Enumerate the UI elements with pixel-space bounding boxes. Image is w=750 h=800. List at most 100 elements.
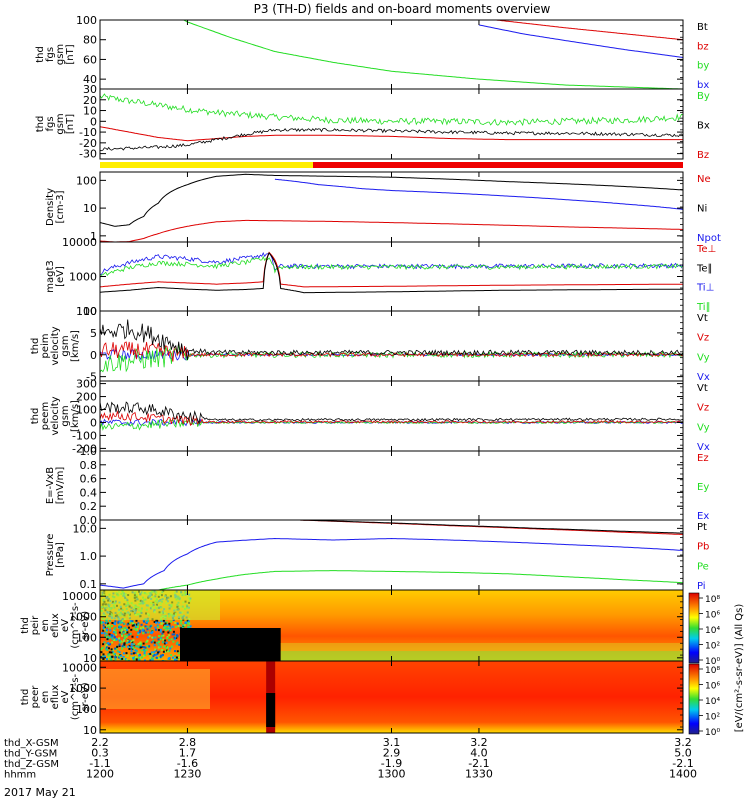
time-axis-value: 5.0 bbox=[674, 747, 692, 760]
peem-ylabel: [km/s] bbox=[70, 400, 81, 432]
fgs_gse-ytick-label: -30 bbox=[79, 148, 97, 161]
colorbar-bottom-tick: 10² bbox=[705, 713, 720, 723]
panel-peer: 10000 1000 100 10 thd peer en eflux eV (cm^2-s-sr… bbox=[20, 660, 684, 737]
colorbar-bottom-tick: 10⁰ bbox=[705, 728, 720, 738]
fgs_gse-legend-0: By bbox=[697, 91, 710, 102]
status-bar-red bbox=[313, 162, 683, 168]
fgs-ylabel: [nT] bbox=[65, 44, 76, 64]
panel-temp: 10000 1000 100 magt3 [eV] Te⊥ Te∥ Ti⊥ Ti∥ bbox=[45, 236, 716, 318]
density-legend-0: Ne bbox=[697, 174, 711, 185]
efield-ytick-label: 0.8 bbox=[80, 459, 98, 472]
colorbar-bottom-tick: 10⁶ bbox=[705, 682, 720, 692]
peir-ylabel: peir bbox=[30, 615, 41, 635]
peem-series-Vt bbox=[100, 401, 683, 425]
temp-ytick-label: 10000 bbox=[62, 236, 97, 249]
efield-ytick-label: 1.0 bbox=[80, 445, 98, 458]
fgs_gse-legend-2: Bz bbox=[697, 150, 709, 161]
peir-ylabel: sr-eV) bbox=[80, 611, 91, 640]
density-ytick-label: 100 bbox=[76, 174, 97, 187]
peer-ylabel: peer bbox=[30, 685, 41, 709]
time-axis-value: 2.9 bbox=[383, 747, 401, 760]
peir-ytick-label: 10000 bbox=[62, 590, 97, 603]
time-axis-row-label: hhmm bbox=[4, 770, 36, 781]
fgs-legend-0: Bt bbox=[697, 22, 708, 33]
efield-frame bbox=[99, 450, 684, 521]
efield-legend-1: Ey bbox=[697, 482, 709, 493]
pressure-series-Pi bbox=[100, 537, 683, 589]
time-axis-value: 1230 bbox=[173, 768, 201, 781]
peim-frame bbox=[99, 310, 684, 382]
time-axis-value: 2.8 bbox=[179, 736, 197, 749]
efield-ylabel: [mV/m] bbox=[55, 467, 66, 505]
density-ylabel: [cm-3] bbox=[55, 190, 66, 223]
status-bar bbox=[100, 162, 683, 168]
peem-ylabel: velocity bbox=[50, 396, 61, 435]
peem-frame bbox=[99, 380, 684, 452]
peer-ylabel: thd bbox=[20, 689, 31, 706]
fgs-ylabel: fgs bbox=[45, 47, 56, 62]
fgs-legend-1: bz bbox=[697, 41, 709, 52]
peim-ytick-label: 5 bbox=[90, 327, 97, 340]
peer-ylabel: eV bbox=[60, 690, 71, 703]
peim-ytick-label: 0 bbox=[90, 349, 97, 362]
temp-frame bbox=[99, 241, 684, 312]
pressure-legend-3: Pi bbox=[697, 581, 706, 592]
time-axis: thd_X-GSM 2.2 2.8 3.1 3.2 3.2 thd_Y-GSM 0.3 1.7 2… bbox=[4, 736, 697, 781]
density-series-Ni bbox=[100, 173, 683, 227]
peim-ylabel: peim bbox=[40, 333, 51, 358]
density-series-Ne bbox=[100, 219, 683, 242]
density-ytick-label: 1 bbox=[90, 230, 97, 243]
fgs_gse-ytick-label: 0 bbox=[90, 115, 97, 128]
peer-ytick-label: 10000 bbox=[62, 661, 97, 674]
temp-ylabel: [eV] bbox=[55, 266, 66, 287]
pressure-series-Pe bbox=[150, 570, 683, 590]
efield-legend-2: Ex bbox=[697, 511, 709, 522]
time-axis-value: 4.0 bbox=[470, 747, 488, 760]
time-axis-value: 3.2 bbox=[470, 736, 488, 749]
colorbar-bottom-tick: 10⁸ bbox=[705, 666, 720, 676]
peim-legend-1: Vz bbox=[697, 333, 709, 344]
peir-ylabel: (cm^2-s- bbox=[70, 602, 81, 649]
pressure-series-Pt bbox=[298, 520, 683, 534]
peer-spectrogram bbox=[100, 661, 683, 733]
peem-ylabel: thd bbox=[30, 408, 41, 425]
peem-ylabel: gsm bbox=[60, 405, 71, 426]
temp-ytick-label: 1000 bbox=[69, 271, 97, 284]
peir-ylabel: eflux bbox=[50, 613, 61, 638]
peem-ytick-label: 300 bbox=[76, 378, 97, 391]
time-axis-row-label: thd_Z-GSM bbox=[4, 759, 59, 770]
colorbar-top-tick: 10⁸ bbox=[705, 595, 720, 605]
fgs_gse-ytick-label: -20 bbox=[79, 137, 97, 150]
panel-peim: 10 5 0 -5 thd peim velocity gsm [km/s] Vt Vz Vy Vx bbox=[30, 305, 710, 384]
panel-efield: 1.00.80.60.40.20.0 E=-VxB [mV/m] Ez Ey Ex bbox=[45, 445, 709, 527]
temp-legend-0: Te⊥ bbox=[696, 244, 716, 255]
colorbar-bottom bbox=[688, 663, 700, 735]
efield-ytick-label: 0.2 bbox=[80, 500, 98, 513]
peem-ytick-label: 200 bbox=[76, 391, 97, 404]
peir-spectrogram bbox=[100, 590, 683, 661]
status-bar-yellow bbox=[100, 162, 313, 168]
time-axis-value: -2.1 bbox=[672, 757, 693, 770]
density-frame bbox=[99, 171, 684, 243]
peem-ytick-label: 100 bbox=[76, 404, 97, 417]
peim-ylabel: thd bbox=[30, 338, 41, 355]
temp-series-Ti_ bbox=[100, 252, 683, 275]
peem-legend-2: Vy bbox=[697, 422, 710, 433]
peim-series-Vz bbox=[100, 341, 683, 362]
fgs_gse-ytick-label: 10 bbox=[83, 105, 97, 118]
peim-legend-0: Vt bbox=[697, 313, 708, 324]
time-axis-row-label: thd_Y-GSM bbox=[4, 749, 57, 760]
efield-legend-0: Ez bbox=[697, 453, 709, 464]
fgs_gse-ytick-label: 30 bbox=[83, 83, 97, 96]
peer-ytick-label: 100 bbox=[76, 703, 97, 716]
fgs-ytick-label: 100 bbox=[76, 14, 97, 27]
fgs-legend-3: bx bbox=[697, 80, 709, 91]
fgs-ytick-label: 80 bbox=[83, 34, 97, 47]
pressure-ytick-label: 1.0 bbox=[80, 550, 98, 563]
peer-ytick-label: 10 bbox=[83, 724, 97, 737]
efield-ytick-label: 0.0 bbox=[80, 514, 98, 527]
temp-ylabel: magt3 bbox=[45, 260, 56, 293]
